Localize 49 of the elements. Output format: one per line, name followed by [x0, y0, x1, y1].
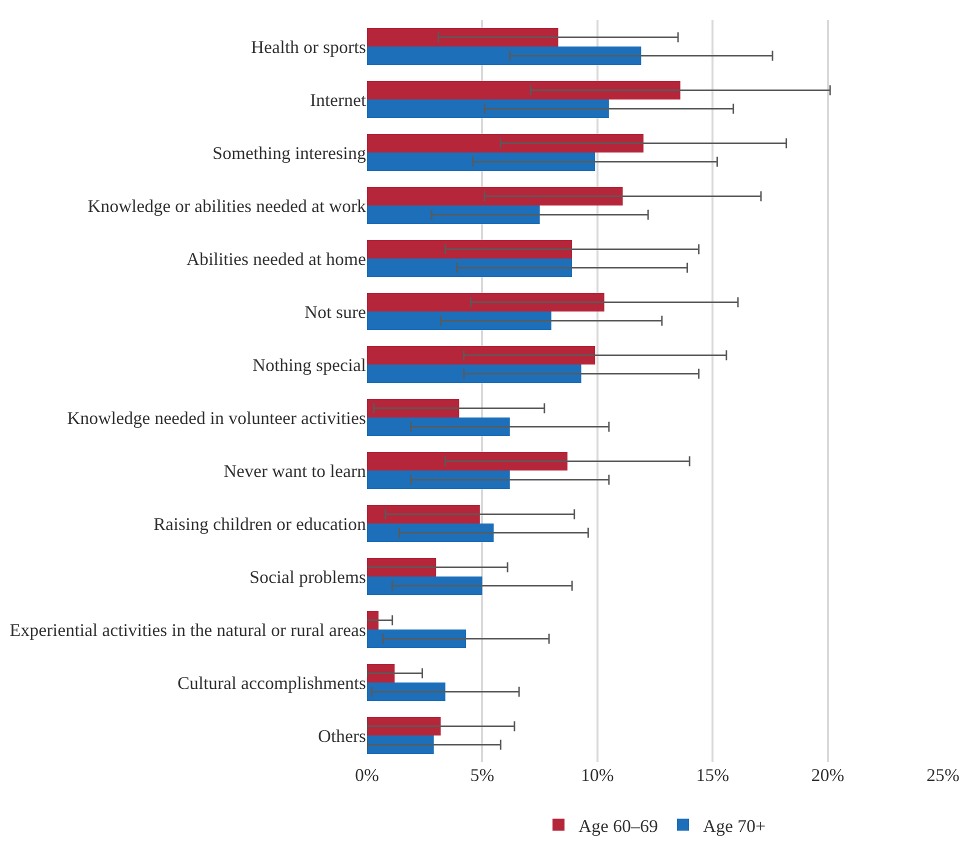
- bar: [367, 610, 379, 630]
- bar: [367, 716, 441, 736]
- bar: [367, 186, 623, 206]
- bar: [367, 152, 596, 172]
- y-tick-label: Knowledge needed in volunteer activities: [67, 408, 366, 428]
- bar: [367, 682, 446, 702]
- x-tick-label: 10%: [580, 765, 614, 785]
- x-tick-label: 5%: [470, 765, 494, 785]
- y-tick-label: Raising children or education: [154, 514, 366, 534]
- bar: [367, 398, 460, 418]
- bar: [367, 736, 434, 754]
- bar: [367, 46, 642, 66]
- legend-label: Age 70+: [703, 816, 766, 836]
- x-tick-label: 0%: [355, 765, 379, 785]
- bar: [367, 292, 604, 312]
- y-tick-label: Health or sports: [251, 36, 366, 57]
- bar: [367, 28, 558, 46]
- bar: [367, 576, 482, 596]
- bar: [367, 364, 582, 384]
- x-tick-label: 20%: [811, 765, 844, 785]
- y-tick-label: Others: [318, 726, 366, 746]
- bar: [367, 452, 568, 470]
- bar: [367, 418, 510, 436]
- bar: [367, 312, 552, 330]
- y-tick-label: Knowledge or abilities needed at work: [88, 196, 366, 216]
- y-tick-label: Experiential activities in the natural or rural areas: [10, 620, 366, 640]
- bar: [367, 346, 596, 364]
- y-tick-label: Never want to learn: [224, 460, 366, 481]
- bar: [367, 524, 494, 542]
- y-tick-label: Internet: [310, 90, 366, 110]
- bar: [367, 240, 572, 258]
- bar: [367, 80, 680, 100]
- y-tick-label: Not sure: [304, 302, 366, 322]
- legend-label: Age 60–69: [578, 816, 658, 836]
- bar: [367, 470, 510, 490]
- y-tick-label: Cultural accomplishments: [178, 672, 366, 693]
- bar: [367, 206, 540, 224]
- x-tick-label: 15%: [696, 765, 730, 785]
- bar: [367, 134, 644, 152]
- bar: [367, 100, 609, 118]
- x-tick-label: 25%: [926, 765, 960, 785]
- bar: [367, 258, 572, 278]
- bar: [367, 630, 466, 648]
- y-tick-label: Social problems: [250, 566, 366, 587]
- y-tick-label: Abilities needed at home: [186, 248, 366, 269]
- bar: [367, 504, 480, 524]
- bar: [367, 558, 436, 576]
- y-tick-label: Nothing special: [252, 354, 366, 375]
- y-tick-label: Something interesing: [212, 142, 366, 163]
